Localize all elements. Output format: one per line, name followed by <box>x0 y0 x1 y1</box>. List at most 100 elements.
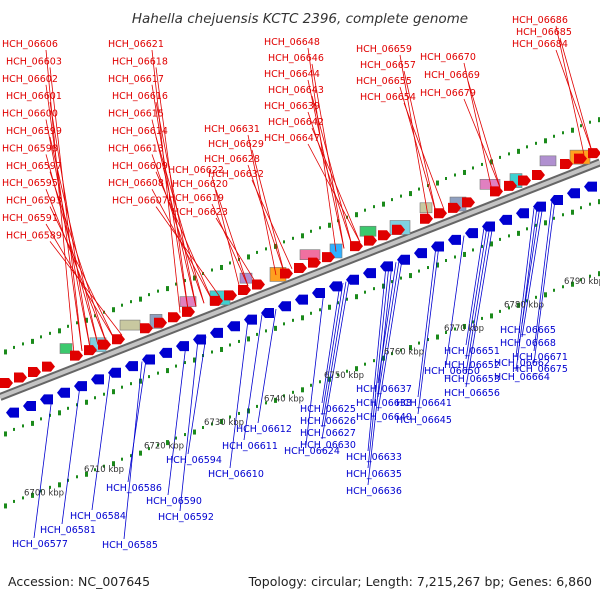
reverse-leader <box>377 260 400 398</box>
tick-dot <box>499 155 501 159</box>
tick-dot <box>157 289 159 293</box>
forward-gene <box>280 268 293 279</box>
reverse-gene-label: HCH_06664 <box>494 372 550 383</box>
tick-dot <box>247 336 250 342</box>
tick-dot <box>355 294 358 300</box>
reverse-leader <box>367 266 387 452</box>
forward-leader <box>155 67 189 310</box>
reverse-gene-label: HCH_06671 <box>512 352 568 363</box>
forward-leader <box>215 189 249 287</box>
reverse-gene-label: HCH_06651 <box>444 346 500 357</box>
tick-dot <box>400 276 402 280</box>
forward-gene-label: HCH_06647 <box>264 133 320 144</box>
reverse-gene <box>329 281 342 292</box>
tick-dot <box>481 316 483 320</box>
reverse-leader <box>465 226 488 360</box>
reverse-gene-label: HCH_06592 <box>158 512 214 523</box>
reverse-leader <box>127 359 147 483</box>
tick-dot <box>499 309 501 313</box>
forward-leader <box>251 179 293 269</box>
forward-gene-label: HCH_06618 <box>112 56 168 67</box>
tick-dot <box>193 357 196 363</box>
tick-dot <box>58 482 61 488</box>
forward-leader <box>155 206 221 298</box>
tick-dot <box>166 368 169 374</box>
forward-gene <box>14 372 27 383</box>
forward-gene <box>224 290 237 301</box>
reverse-leader <box>229 319 249 469</box>
forward-leader <box>215 217 257 284</box>
forward-gene-label: HCH_06657 <box>360 60 416 71</box>
tick-dot <box>508 152 510 156</box>
forward-leader <box>45 223 115 339</box>
reverse-gene <box>176 341 189 352</box>
tick-dot <box>4 349 7 355</box>
reverse-gene <box>278 301 291 312</box>
tick-dot <box>40 489 42 493</box>
tick-dot <box>229 343 231 347</box>
reverse-leader <box>167 344 187 496</box>
forward-gene <box>112 334 125 345</box>
forward-leader <box>49 241 123 336</box>
forward-leader <box>49 67 83 351</box>
tick-dot <box>436 180 439 186</box>
reverse-gene <box>40 394 53 405</box>
tick-dot <box>175 436 177 440</box>
tick-dot <box>274 397 277 403</box>
genome-backbone <box>0 158 600 401</box>
reverse-gene-label: HCH_06630 <box>300 440 356 451</box>
tick-dot <box>256 250 258 254</box>
tick-dot <box>436 334 439 340</box>
forward-gene <box>252 279 265 290</box>
reverse-gene <box>57 387 70 398</box>
forward-gene <box>378 230 391 241</box>
genome-summary-text: Topology: circular; Length: 7,215,267 bp… <box>248 574 592 589</box>
forward-gene-label: HCH_06628 <box>204 154 260 165</box>
forward-gene-label: HCH_06607 <box>112 196 168 207</box>
forward-gene-label: HCH_06615 <box>108 109 164 120</box>
tick-dot <box>328 304 331 310</box>
reverse-leader <box>305 290 325 446</box>
forward-gene-label: HCH_06619 <box>168 193 224 204</box>
forward-gene-label: HCH_06608 <box>108 178 164 189</box>
reverse-gene <box>244 314 257 325</box>
tick-dot <box>130 382 132 386</box>
tick-dot <box>301 387 304 393</box>
forward-gene-label: HCH_06600 <box>2 109 58 120</box>
forward-gene-label: HCH_06595 <box>2 178 58 189</box>
forward-gene <box>294 263 307 274</box>
tick-dot <box>292 318 294 322</box>
tick-dot <box>4 431 7 437</box>
tick-dot <box>409 191 412 197</box>
tick-dot <box>364 208 366 212</box>
tick-dot <box>544 292 547 298</box>
reverse-gene-label: HCH_06662 <box>494 358 550 369</box>
tick-dot <box>346 297 348 301</box>
tick-dot <box>562 131 564 135</box>
feature-box <box>239 272 253 284</box>
forward-leader <box>307 143 361 243</box>
tick-dot <box>517 302 520 308</box>
forward-gene <box>322 252 335 263</box>
tick-dot <box>202 426 204 430</box>
forward-gene <box>588 148 600 159</box>
reverse-gene-label: HCH_06665 <box>500 325 556 336</box>
reverse-leader <box>91 373 111 511</box>
tick-dot <box>301 233 304 239</box>
tick-dot <box>409 345 412 351</box>
tick-dot <box>526 145 528 149</box>
reverse-gene <box>159 347 172 358</box>
forward-gene-label: HCH_06648 <box>264 37 320 48</box>
forward-gene <box>392 224 405 235</box>
reverse-gene <box>227 321 240 332</box>
forward-leader <box>49 136 99 345</box>
forward-gene <box>350 241 363 252</box>
tick-dot <box>76 403 78 407</box>
forward-gene-label: HCH_06614 <box>112 126 168 137</box>
reverse-gene <box>397 254 410 265</box>
forward-gene <box>168 312 181 323</box>
tick-dot <box>346 369 348 373</box>
tick-dot <box>373 287 375 291</box>
